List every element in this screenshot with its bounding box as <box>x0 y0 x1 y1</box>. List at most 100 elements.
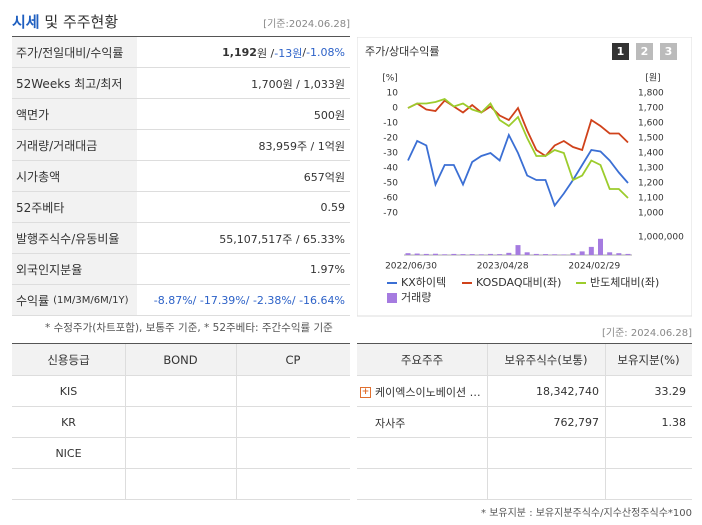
row-line <box>357 375 692 376</box>
volume-bar <box>405 253 411 255</box>
cell-text: NICE <box>55 447 82 460</box>
row-line <box>12 499 350 500</box>
volume-bar <box>488 253 493 255</box>
volume-bar <box>570 253 576 255</box>
value-part: 1,192 <box>222 46 257 59</box>
volume-tick-label: 1,000,000 <box>638 233 684 243</box>
volume-bar <box>442 254 448 255</box>
legend-label: 반도체대비(좌) <box>590 276 659 289</box>
header-cell: 신용등급 <box>47 353 90 367</box>
legend-swatch <box>387 293 397 303</box>
y-tick-label: -60 <box>383 194 398 204</box>
row-value: 0.59 <box>320 201 346 214</box>
volume-bar <box>607 252 613 255</box>
note: * 수정주가(차트포함), 보통주 기준, * 52주베타: 주간수익률 기준 <box>45 322 333 334</box>
row-bg <box>12 254 137 285</box>
row-line <box>12 437 350 438</box>
row-line <box>137 129 350 130</box>
row-line <box>137 67 350 68</box>
row-line <box>137 253 350 254</box>
volume-bar <box>451 253 457 255</box>
volume-bar <box>469 254 475 255</box>
series-line <box>407 99 629 158</box>
volume-bar <box>625 253 631 255</box>
row-label: 거래량/거래대금 <box>16 139 98 153</box>
value-part: / <box>302 46 307 59</box>
header-cell: CP <box>285 353 301 367</box>
row-bg <box>12 99 137 130</box>
col-line <box>487 344 488 500</box>
cell-text: 18,342,740 <box>536 385 599 398</box>
row-label: 발행주식수/유동비율 <box>16 232 120 246</box>
row-line <box>137 98 350 99</box>
note: * 보유지분 : 보유지분주식수/지수산정주식수*100 <box>481 508 692 519</box>
tab[interactable] <box>660 43 677 60</box>
y-tick-label: -70 <box>383 209 398 219</box>
y2-tick-label: 1,600 <box>638 119 664 129</box>
y-tick-label: -50 <box>383 179 398 189</box>
icon: + <box>360 387 371 398</box>
header-cell: 보유주식수(보통) <box>504 353 588 367</box>
x-tick-label: 2022/06/30 <box>385 262 437 272</box>
row-label: 액면가 <box>16 108 50 122</box>
volume-bar <box>561 254 567 255</box>
volume-bar <box>616 253 622 255</box>
legend-label: 거래량 <box>401 291 431 304</box>
row-line <box>357 499 692 500</box>
row-line <box>137 284 350 285</box>
volume-bar <box>497 254 503 255</box>
tab-label: 2 <box>641 45 649 58</box>
row-line <box>12 406 350 407</box>
value-part: -1.08% <box>306 46 345 59</box>
axis-label: [%] <box>382 74 398 84</box>
volume-bar <box>515 245 521 255</box>
volume-bar <box>506 252 512 255</box>
volume-bar <box>588 246 594 255</box>
row-bg <box>12 161 137 192</box>
volume-bar <box>598 238 603 255</box>
title-rest: 및 주주현황 <box>44 13 119 31</box>
row-label: 52Weeks 최고/최저 <box>16 77 123 91</box>
y-tick-label: -30 <box>383 149 398 159</box>
tab[interactable] <box>636 43 653 60</box>
cell-text: 762,797 <box>553 416 600 429</box>
y-tick-label: -10 <box>383 119 398 129</box>
row-bg <box>12 68 137 99</box>
row-label: 주가/전일대비/수익률 <box>16 46 124 60</box>
date: [기준:2024.06.28] <box>263 19 350 30</box>
col-line <box>125 344 126 500</box>
row-label: 수익률 (1M/3M/6M/1Y) <box>16 285 128 316</box>
y2-tick-label: 1,000 <box>638 209 664 219</box>
tab[interactable] <box>612 43 629 60</box>
y2-tick-label: 1,100 <box>638 194 664 204</box>
axis-label: [원] <box>645 73 660 84</box>
row-bg <box>12 192 137 223</box>
rule <box>12 36 350 37</box>
row-bg <box>12 223 137 254</box>
label-part: 수익률 <box>16 294 50 308</box>
cell-text: KR <box>61 416 76 429</box>
y-tick-label: -20 <box>383 134 398 144</box>
row-label: 외국인지분율 <box>16 263 83 277</box>
volume-bar <box>460 254 466 255</box>
chart: 주가/상대수익률 1 2 3 [%] [원] 10 0 -10 -20 -30 -40 -50 -60 -… <box>357 37 692 317</box>
row-line <box>12 468 350 469</box>
header-cell: 주요주주 <box>400 353 444 367</box>
cell-text: 케이엑스이노베이션 … <box>375 385 481 399</box>
row-value: 500원 <box>313 108 345 122</box>
label-part: (1M/3M/6M/1Y) <box>53 295 129 306</box>
volume-bar <box>552 254 558 255</box>
row-bg <box>12 285 137 316</box>
row-value: -8.87%/ -17.39%/ -2.38%/ -16.64% <box>153 294 345 307</box>
chart-frame <box>357 37 692 317</box>
legend-label: KX하이텍 <box>401 275 446 289</box>
cell-text: 33.29 <box>654 385 687 398</box>
volume-bar <box>533 253 539 255</box>
row-bg <box>12 130 137 161</box>
y-tick-label: 10 <box>387 89 399 99</box>
row-line <box>357 468 692 469</box>
x-tick-label: 2024/02/29 <box>568 262 620 272</box>
cell-text: 1.38 <box>661 416 687 429</box>
x-tick-label: 2023/04/28 <box>477 262 529 272</box>
